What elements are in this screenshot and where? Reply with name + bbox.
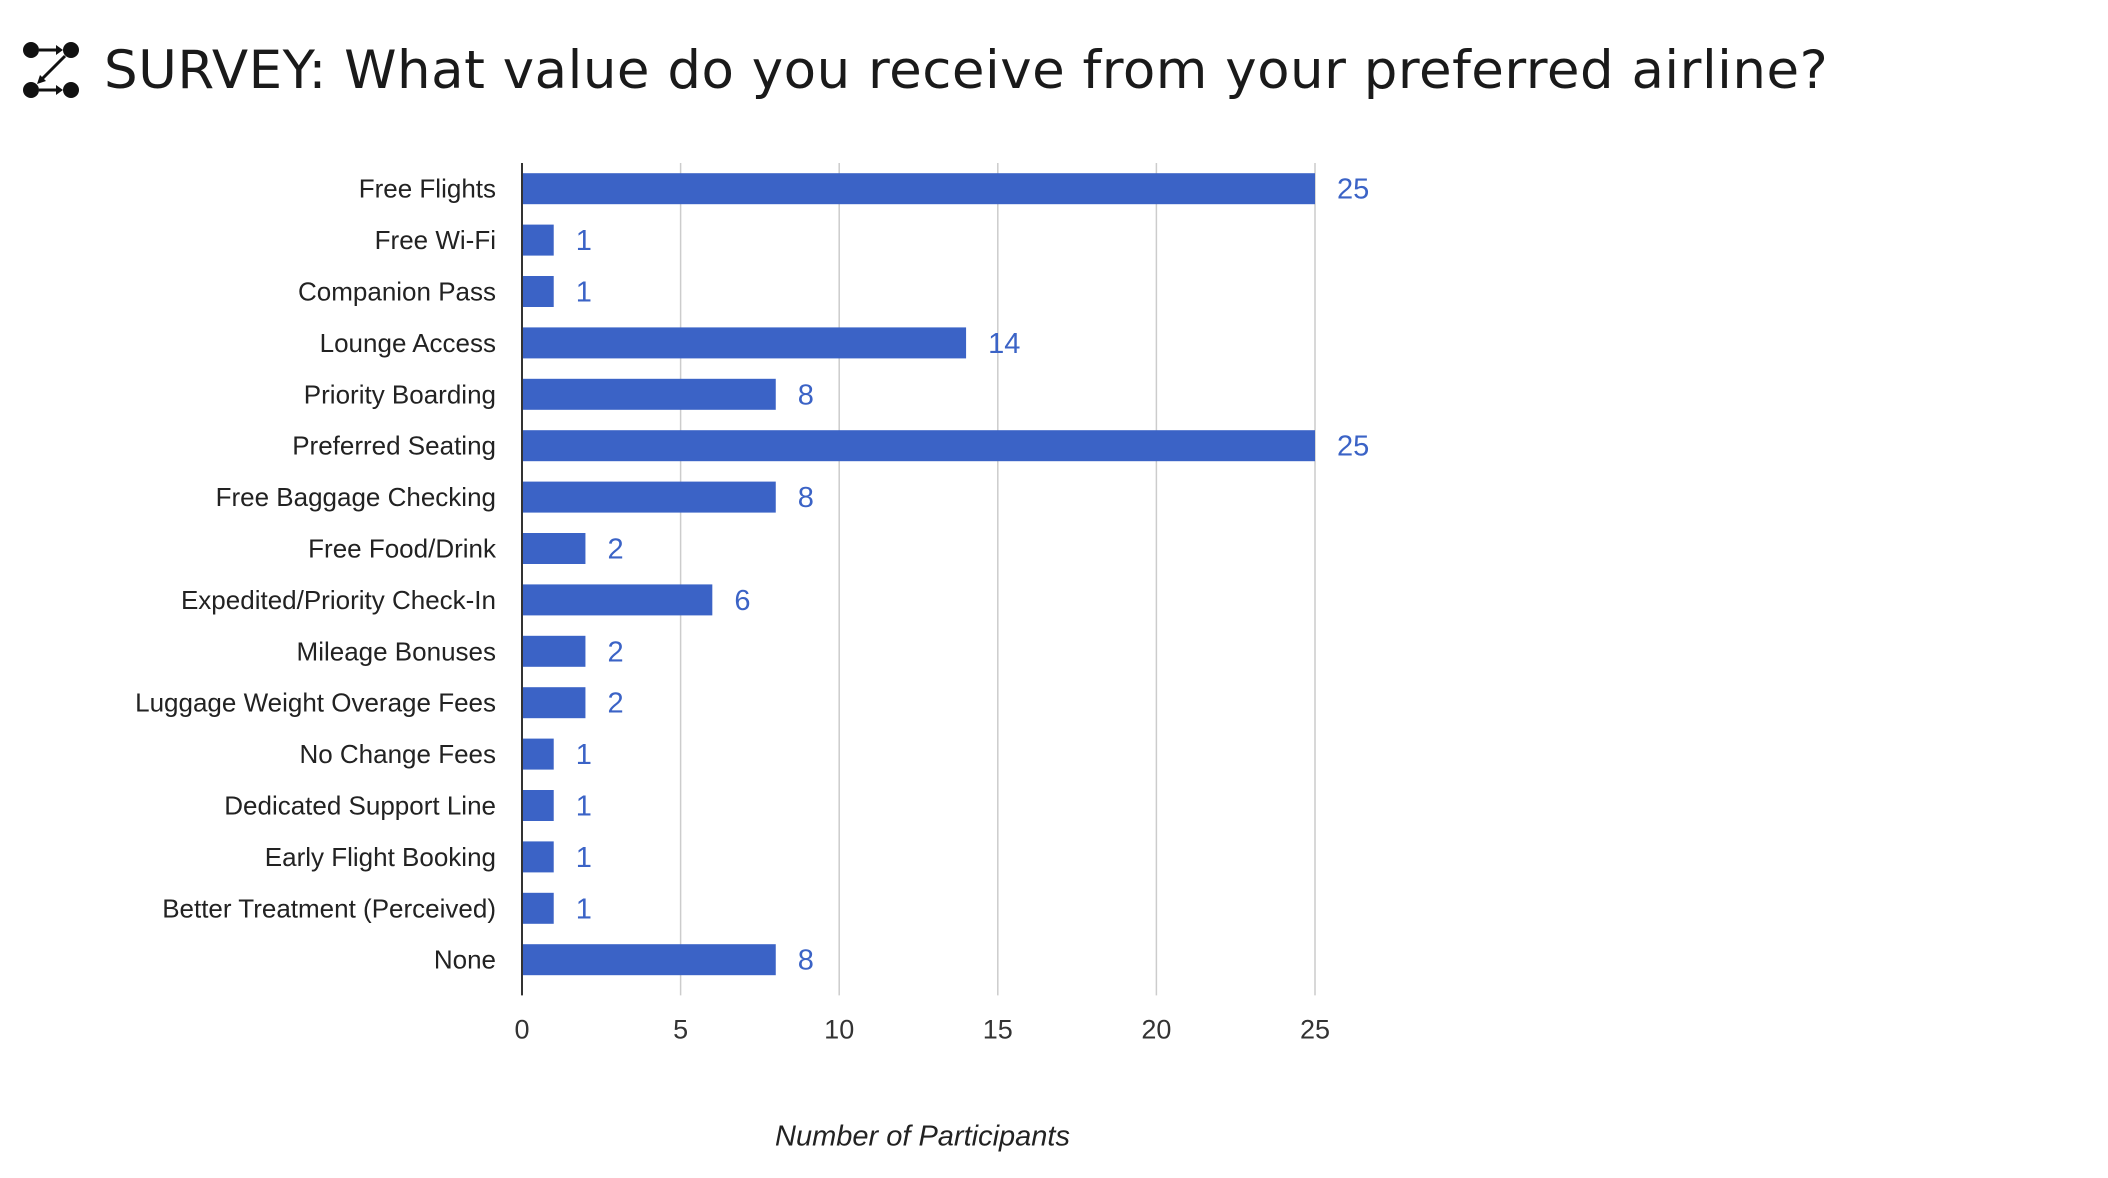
value-label: 14	[988, 328, 1020, 360]
gridlines	[679, 163, 1316, 996]
value-label: 1	[576, 277, 592, 309]
bar	[522, 276, 554, 307]
bar	[522, 738, 554, 770]
category-label: No Change Fees	[299, 739, 496, 769]
bar	[522, 481, 776, 513]
bar	[522, 584, 713, 616]
category-label: Better Treatment (Perceived)	[162, 893, 496, 923]
value-label: 1	[576, 791, 592, 823]
value-label: 1	[576, 842, 592, 874]
value-label: 1	[576, 225, 592, 257]
category-labels: Free Flights Free Wi-Fi Companion Pass Loun…	[135, 174, 497, 975]
value-label: 25	[1337, 431, 1369, 463]
bar	[522, 687, 586, 719]
x-tick-label: 20	[1141, 1014, 1171, 1044]
category-label: Free Flights	[359, 174, 496, 204]
x-tick-label: 5	[673, 1014, 688, 1044]
bar	[522, 327, 967, 359]
category-label: Free Baggage Checking	[216, 482, 496, 512]
x-tick-label: 10	[824, 1014, 854, 1044]
bar	[522, 430, 1315, 462]
category-label: Preferred Seating	[292, 431, 496, 461]
x-tick-label: 0	[514, 1014, 529, 1044]
category-label: Early Flight Booking	[265, 842, 496, 872]
bar	[522, 224, 554, 256]
value-label: 6	[734, 585, 750, 617]
category-label: Priority Boarding	[304, 379, 496, 409]
x-tick-label: 15	[983, 1014, 1013, 1044]
x-tick-label: 25	[1300, 1014, 1330, 1044]
value-label: 8	[798, 482, 814, 514]
category-label: Free Wi-Fi	[375, 225, 496, 255]
value-label: 25	[1337, 174, 1369, 206]
value-label: 8	[798, 379, 814, 411]
bar	[522, 892, 554, 924]
page-title: SURVEY: What value do you receive from y…	[104, 39, 1829, 101]
x-tick-labels: 0 5 10 15 20 25	[514, 1014, 1330, 1044]
value-label: 1	[576, 739, 592, 771]
category-label: Lounge Access	[320, 328, 496, 358]
category-label: Free Food/Drink	[308, 534, 497, 564]
value-label: 2	[607, 636, 623, 668]
bar	[522, 635, 586, 667]
nodes-graph-icon	[23, 42, 79, 98]
value-label: 2	[607, 688, 623, 720]
page-header: SURVEY: What value do you receive from y…	[20, 30, 1828, 110]
bar	[522, 378, 776, 410]
x-axis-title: Number of Participants	[775, 1120, 1070, 1152]
category-label: None	[434, 945, 496, 975]
category-label: Dedicated Support Line	[224, 791, 496, 821]
category-label: Companion Pass	[298, 277, 496, 307]
category-label: Mileage Bonuses	[297, 636, 496, 666]
category-label: Luggage Weight Overage Fees	[135, 688, 496, 718]
bar	[522, 841, 554, 873]
value-label: 2	[607, 534, 623, 566]
value-label: 8	[798, 945, 814, 977]
category-label: Expedited/Priority Check-In	[181, 585, 496, 615]
bar	[522, 790, 554, 821]
bar	[522, 944, 776, 976]
bar	[522, 173, 1315, 205]
value-label: 1	[576, 893, 592, 925]
bar	[522, 533, 586, 564]
bars	[522, 173, 1315, 976]
